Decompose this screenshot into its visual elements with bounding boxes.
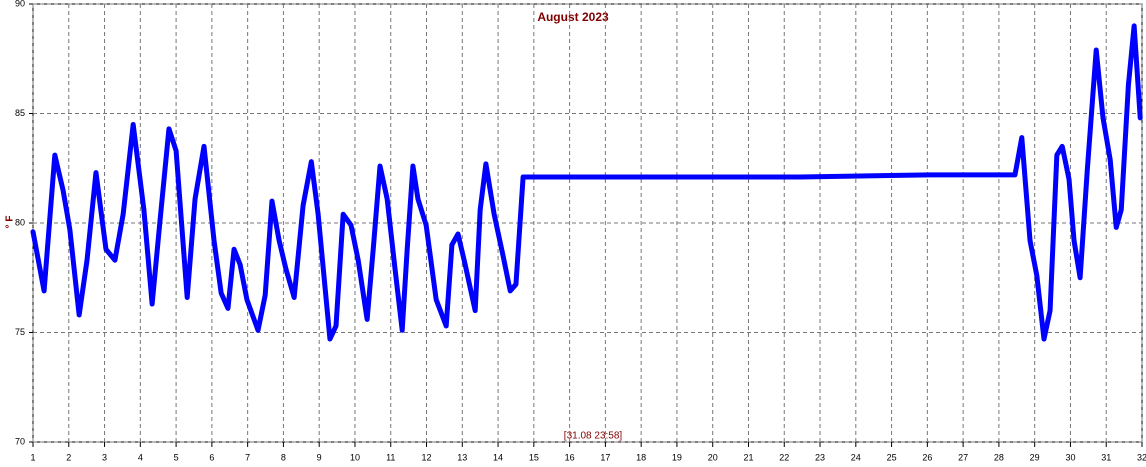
- x-tick-label: 4: [138, 452, 143, 462]
- x-tick-label: 18: [636, 452, 646, 462]
- x-tick-label: 29: [1030, 452, 1040, 462]
- x-tick-label: 31: [1101, 452, 1111, 462]
- x-tick-label: 8: [281, 452, 286, 462]
- x-tick-label: 25: [887, 452, 897, 462]
- x-tick-label: 28: [994, 452, 1004, 462]
- x-tick-label: 7: [245, 452, 250, 462]
- x-tick-label: 16: [565, 452, 575, 462]
- x-tick-label: 14: [493, 452, 503, 462]
- x-tick-label: 26: [922, 452, 932, 462]
- x-tick-label: 19: [672, 452, 682, 462]
- chart-title: August 2023: [537, 10, 609, 24]
- x-tick-label: 32: [1137, 452, 1146, 462]
- annotation: [31.08 23:58]: [564, 431, 623, 442]
- x-tick-label: 30: [1065, 452, 1075, 462]
- x-tick-label: 20: [708, 452, 718, 462]
- x-tick-label: 17: [600, 452, 610, 462]
- x-tick-label: 21: [743, 452, 753, 462]
- x-tick-label: 27: [958, 452, 968, 462]
- x-tick-label: 6: [209, 452, 214, 462]
- x-tick-label: 23: [815, 452, 825, 462]
- x-tick-label: 12: [422, 452, 432, 462]
- y-tick-label: 80: [15, 217, 25, 227]
- y-tick-label: 85: [15, 108, 25, 118]
- x-tick-label: 22: [779, 452, 789, 462]
- x-tick-label: 15: [529, 452, 539, 462]
- x-tick-label: 2: [66, 452, 71, 462]
- x-tick-label: 13: [457, 452, 467, 462]
- x-tick-label: 11: [386, 452, 395, 462]
- x-tick-label: 1: [30, 452, 35, 462]
- x-tick-label: 24: [851, 452, 861, 462]
- x-tick-label: 9: [317, 452, 322, 462]
- y-tick-label: 70: [15, 436, 25, 446]
- x-tick-label: 5: [174, 452, 179, 462]
- y-tick-label: 75: [15, 327, 25, 337]
- x-tick-label: 3: [102, 452, 107, 462]
- data-line: [30, 23, 1143, 342]
- x-tick-label: 10: [350, 452, 360, 462]
- y-tick-label: 90: [15, 0, 25, 8]
- y-axis-label: ° F: [5, 216, 16, 229]
